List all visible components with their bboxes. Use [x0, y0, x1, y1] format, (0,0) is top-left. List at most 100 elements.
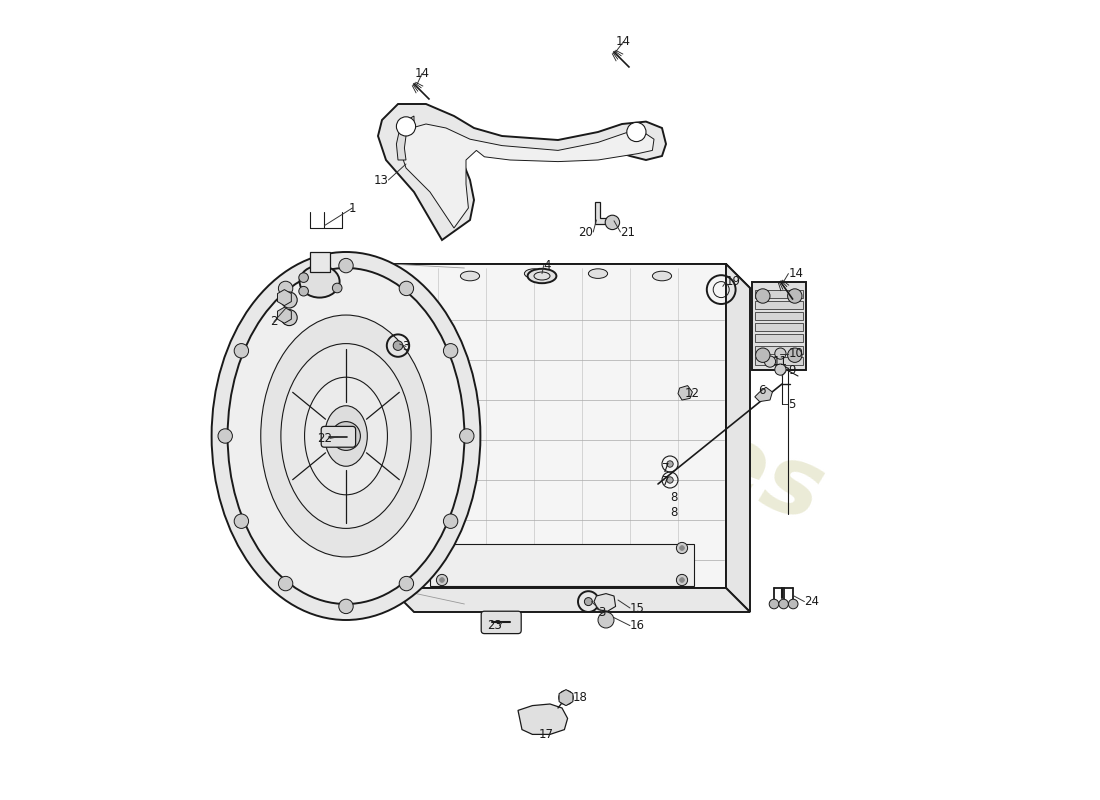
Circle shape: [399, 282, 414, 296]
Bar: [755, 312, 803, 320]
Text: 14: 14: [616, 35, 631, 48]
Circle shape: [440, 546, 444, 550]
Circle shape: [789, 599, 797, 609]
Circle shape: [443, 514, 458, 529]
Text: 4: 4: [543, 259, 551, 272]
Ellipse shape: [305, 378, 387, 494]
Circle shape: [605, 215, 619, 230]
Ellipse shape: [228, 268, 464, 604]
Ellipse shape: [461, 271, 480, 281]
Circle shape: [598, 612, 614, 628]
Text: 8: 8: [670, 491, 678, 504]
Text: 8: 8: [670, 506, 678, 518]
Text: 17: 17: [539, 728, 553, 741]
Ellipse shape: [324, 406, 367, 466]
Polygon shape: [751, 282, 806, 370]
Circle shape: [332, 283, 342, 293]
Text: 3: 3: [403, 340, 409, 353]
Circle shape: [443, 344, 458, 358]
Ellipse shape: [299, 266, 340, 298]
Circle shape: [282, 310, 297, 326]
Polygon shape: [518, 704, 568, 734]
Text: a passion since 1985: a passion since 1985: [411, 445, 752, 595]
Ellipse shape: [652, 271, 672, 281]
Polygon shape: [430, 544, 694, 586]
Polygon shape: [594, 594, 616, 611]
Text: 7: 7: [662, 475, 670, 488]
Bar: [755, 334, 803, 342]
Bar: [310, 252, 330, 272]
Text: 15: 15: [630, 602, 645, 614]
Circle shape: [331, 422, 361, 450]
Circle shape: [680, 578, 684, 582]
Ellipse shape: [667, 477, 673, 483]
Circle shape: [680, 546, 684, 550]
Ellipse shape: [528, 269, 557, 283]
Circle shape: [437, 574, 448, 586]
Circle shape: [460, 429, 474, 443]
Circle shape: [774, 364, 786, 375]
Bar: [755, 357, 803, 365]
Text: 24: 24: [804, 595, 820, 608]
Ellipse shape: [261, 315, 431, 557]
Polygon shape: [755, 387, 772, 402]
Circle shape: [399, 576, 414, 590]
Text: 13: 13: [374, 174, 388, 186]
Circle shape: [339, 599, 353, 614]
Text: 3: 3: [598, 606, 605, 618]
Text: 5: 5: [789, 398, 795, 410]
Circle shape: [218, 429, 232, 443]
Circle shape: [769, 599, 779, 609]
Circle shape: [299, 286, 308, 296]
Circle shape: [234, 344, 249, 358]
Ellipse shape: [211, 252, 481, 620]
Ellipse shape: [667, 461, 673, 467]
Circle shape: [437, 542, 448, 554]
Text: 14: 14: [415, 67, 429, 80]
Text: 19: 19: [726, 275, 741, 288]
Bar: [755, 346, 803, 354]
Circle shape: [676, 574, 688, 586]
Circle shape: [779, 599, 789, 609]
Ellipse shape: [584, 598, 593, 606]
Circle shape: [339, 258, 353, 273]
Circle shape: [764, 356, 776, 367]
Circle shape: [340, 430, 352, 442]
Text: 16: 16: [630, 619, 645, 632]
Circle shape: [627, 122, 646, 142]
Bar: [755, 301, 803, 309]
FancyBboxPatch shape: [321, 426, 355, 447]
Text: 1: 1: [349, 202, 356, 214]
Text: 9: 9: [789, 364, 796, 377]
Text: 7: 7: [662, 462, 670, 474]
FancyBboxPatch shape: [481, 611, 521, 634]
Circle shape: [788, 348, 802, 362]
Ellipse shape: [280, 344, 411, 528]
Circle shape: [440, 578, 444, 582]
Circle shape: [774, 348, 786, 359]
Bar: [755, 323, 803, 331]
Polygon shape: [726, 264, 750, 612]
Text: 14: 14: [789, 267, 803, 280]
Text: 18: 18: [572, 691, 587, 704]
Circle shape: [299, 273, 308, 282]
Polygon shape: [678, 386, 692, 400]
Text: 22: 22: [318, 432, 332, 445]
Ellipse shape: [525, 269, 543, 278]
Polygon shape: [595, 202, 607, 224]
Polygon shape: [390, 264, 750, 288]
Circle shape: [788, 289, 802, 303]
Ellipse shape: [393, 341, 403, 350]
Bar: [755, 290, 803, 298]
Circle shape: [234, 514, 249, 529]
Circle shape: [278, 282, 293, 296]
Circle shape: [278, 576, 293, 590]
Text: 10: 10: [789, 347, 803, 360]
Ellipse shape: [588, 269, 607, 278]
Polygon shape: [398, 124, 654, 228]
Circle shape: [756, 348, 770, 362]
Circle shape: [756, 289, 770, 303]
Text: 20: 20: [579, 226, 593, 238]
Text: 21: 21: [620, 226, 636, 238]
Circle shape: [396, 117, 416, 136]
